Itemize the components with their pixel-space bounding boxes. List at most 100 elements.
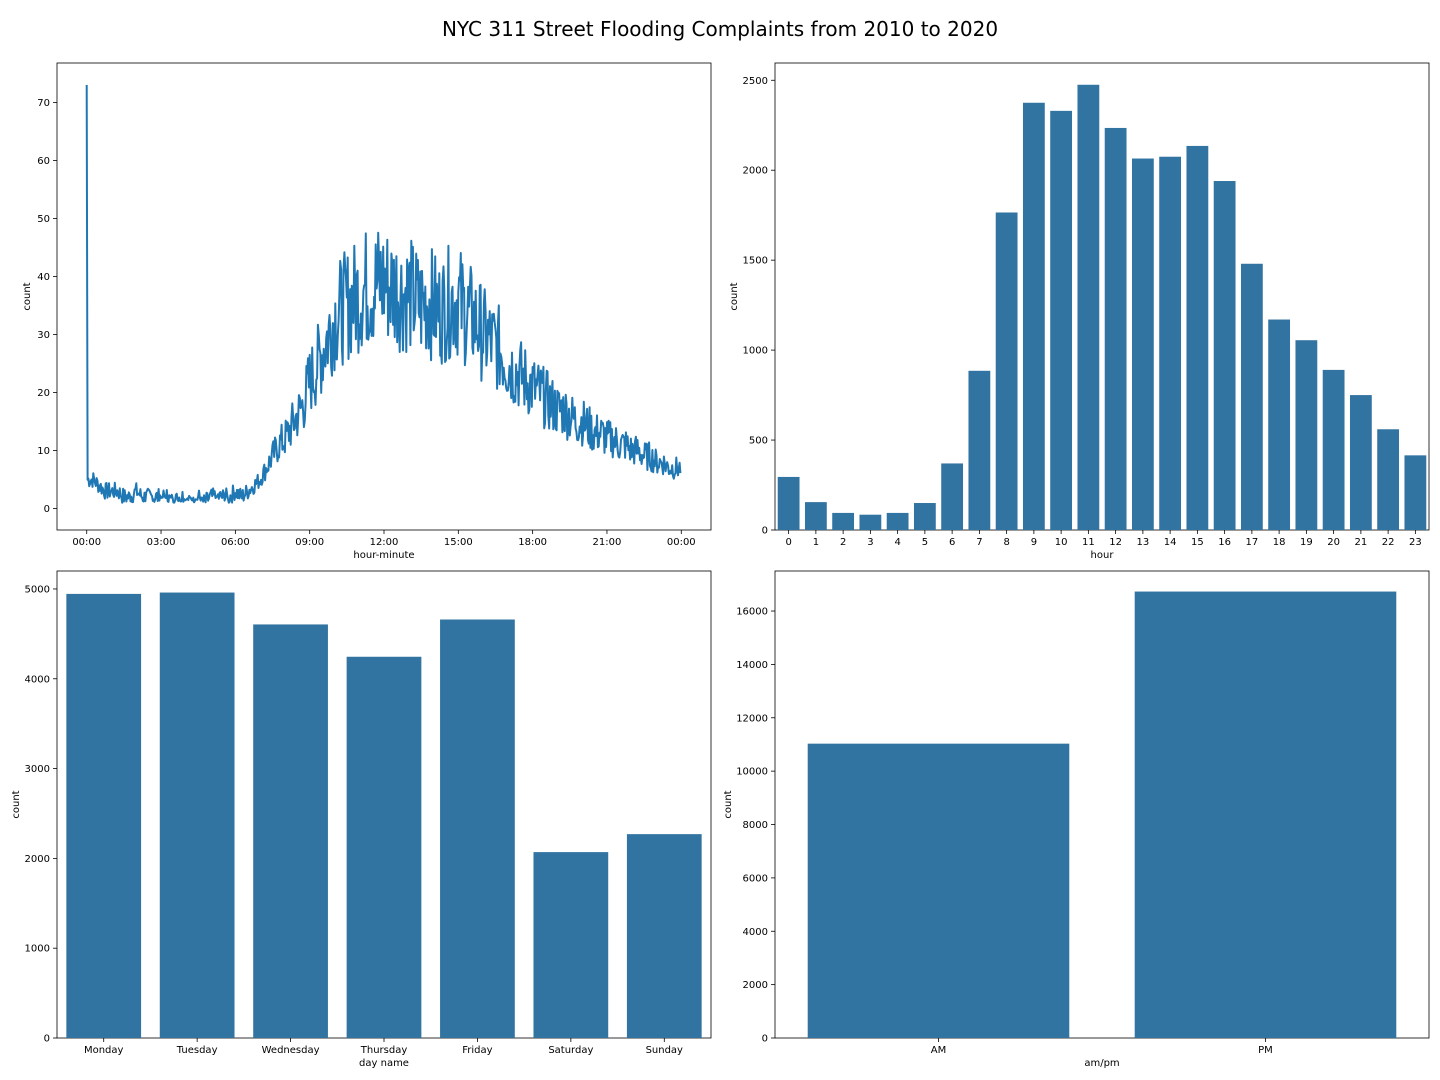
x-tick-label: 03:00 [147,537,176,548]
x-tick-label: 2 [840,537,846,548]
x-tick-label: 11 [1082,537,1095,548]
bar-1 [804,502,827,530]
y-tick-label: 70 [37,98,50,109]
weekday-bar-chart: Monday Tuesday Wednesday Thursday Friday Satu… [11,570,712,1069]
x-tick-label: PM [1258,1045,1273,1056]
x-tick-label: 15 [1191,537,1204,548]
bar-pm [1134,591,1397,1038]
y-tick-label: 3000 [25,764,50,775]
x-tick-label: 21:00 [593,537,622,548]
bar-23 [1404,455,1427,530]
bar-21 [1349,395,1372,530]
x-tick-label: 12 [1109,537,1122,548]
y-tick-label: 50 [37,214,50,225]
bar-8 [995,212,1018,531]
bar-20 [1322,369,1345,530]
x-tick-label: 20 [1327,537,1340,548]
x-tick-label: 22 [1382,537,1395,548]
bar-11 [1077,84,1100,530]
x-tick-label: Saturday [548,1045,593,1056]
y-tick-label: 14000 [736,660,768,671]
y-tick-label: 0 [762,526,768,537]
x-tick-label: 06:00 [221,537,250,548]
bar-9 [1022,102,1045,530]
x-tick-label: 18 [1273,537,1286,548]
x-tick-label: 09:00 [295,537,324,548]
y-tick-label: 0 [44,504,50,515]
bar-am [807,743,1070,1038]
bar-14 [1159,156,1182,530]
x-tick-label: Friday [462,1045,492,1056]
y-tick-label: 1500 [743,256,768,267]
x-axis-label: am/pm [1084,1058,1119,1069]
y-tick-label: 2000 [743,166,768,177]
x-tick-label: Sunday [646,1045,683,1056]
y-tick-label: 10000 [736,767,768,778]
bar-5 [913,503,936,530]
x-tick-label: 17 [1246,537,1259,548]
bar-12 [1104,127,1127,530]
x-tick-label: 15:00 [444,537,473,548]
x-tick-label: 23 [1409,537,1422,548]
hourly-bar-chart: 0 1 2 3 4 5 6 7 8 9 10 11 12 13 14 15 16 17 18 19 20 21 22 2305… [729,62,1430,561]
y-axis-label: count [22,282,33,310]
y-tick-label: 8000 [743,820,768,831]
x-tick-label: 18:00 [518,537,547,548]
x-tick-label: 19 [1300,537,1313,548]
bar-sunday [626,834,702,1038]
y-axis-label: count [11,790,22,818]
y-tick-label: 5000 [25,584,50,595]
bar-18 [1268,319,1291,530]
y-tick-label: 6000 [743,873,768,884]
x-tick-label: 8 [1003,537,1009,548]
bar-17 [1240,263,1263,530]
y-tick-label: 0 [762,1034,768,1045]
x-axis-label: hour [1091,550,1115,561]
x-axis-label: hour-minute [353,550,414,561]
x-tick-label: 9 [1031,537,1037,548]
x-tick-label: 16 [1218,537,1231,548]
x-tick-label: 1 [813,537,819,548]
y-tick-label: 1000 [25,944,50,955]
bar-wednesday [253,624,328,1038]
y-tick-label: 500 [749,436,768,447]
x-tick-label: 00:00 [667,537,696,548]
bar-saturday [533,852,609,1038]
bar-22 [1377,429,1400,530]
bar-thursday [346,656,422,1038]
y-tick-label: 4000 [743,927,768,938]
bar-friday [440,619,515,1038]
bar-19 [1295,340,1318,530]
x-tick-label: 12:00 [370,537,399,548]
x-tick-label: Monday [84,1045,124,1056]
figure-title: NYC 311 Street Flooding Complaints from … [441,17,999,41]
y-tick-label: 4000 [25,674,50,685]
x-tick-label: 7 [976,537,982,548]
axes-frame [774,62,1430,531]
bar-4 [886,512,909,530]
y-tick-label: 16000 [736,607,768,618]
x-axis-label: day name [359,1058,409,1069]
y-tick-label: 30 [37,330,50,341]
bar-15 [1186,145,1209,530]
x-tick-label: Wednesday [262,1045,320,1056]
bar-7 [968,370,991,530]
x-tick-label: 4 [894,537,900,548]
x-tick-label: AM [931,1045,946,1056]
x-tick-label: Tuesday [176,1045,218,1056]
bar-13 [1131,158,1154,531]
y-axis-label: count [723,790,734,818]
x-tick-label: 0 [785,537,791,548]
bar-tuesday [159,592,235,1038]
y-tick-label: 40 [37,272,50,283]
y-axis-label: count [729,282,740,310]
bar-16 [1213,181,1236,530]
x-tick-label: 14 [1164,537,1177,548]
bar-2 [832,512,855,530]
time-of-day-line-chart: 00:00 03:00 06:00 09:00 12:00 15:00 18:00 21:00… [22,62,712,561]
series-line [85,84,682,504]
axes-frame [774,570,1430,1039]
y-tick-label: 0 [44,1034,50,1045]
x-tick-label: 3 [867,537,873,548]
